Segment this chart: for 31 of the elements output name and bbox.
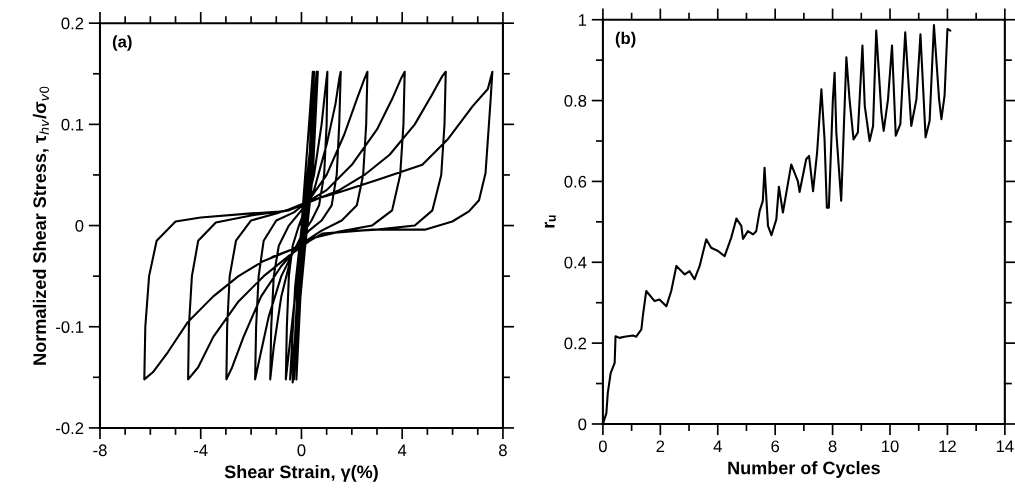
x-tick-label: 12: [939, 440, 956, 453]
y-tick-label: 0.6: [564, 175, 587, 188]
y-tick-label: 0.2: [564, 337, 587, 350]
annotation: (a): [112, 35, 132, 51]
x-tick-label: 0: [297, 444, 306, 457]
y-tick-label: 0.4: [564, 256, 587, 269]
y-tick-label: 1: [578, 14, 587, 26]
x-tick-label: 8: [828, 440, 837, 453]
x-tick-label: 6: [771, 440, 780, 453]
y-axis-title: rᵤ: [544, 215, 556, 228]
y-tick-label: 0.1: [61, 118, 84, 131]
x-tick-label: 10: [882, 440, 899, 453]
y-axis-title: Normalized Shear Stress, τ$_{hv}$/σ$_{v0}$: [32, 86, 50, 365]
x-axis-title: Shear Strain, γ(%): [224, 464, 378, 482]
x-tick-label: 14: [996, 440, 1014, 453]
x-tick-label: -8: [93, 444, 107, 457]
x-tick-label: 8: [499, 444, 507, 457]
annotation: (b): [615, 31, 636, 48]
y-tick-label: 0: [75, 219, 84, 232]
y-tick-label: 0.8: [564, 94, 587, 107]
x-tick-label: 2: [656, 440, 665, 453]
x-tick-label: 4: [397, 444, 407, 456]
y-tick-label: 0: [578, 418, 587, 431]
y-tick-label: -0.2: [56, 422, 84, 435]
y-tick-label: -0.1: [56, 321, 84, 333]
x-tick-label: -4: [194, 444, 208, 456]
y-tick-label: 0.2: [61, 17, 84, 30]
x-tick-label: 0: [598, 440, 607, 453]
x-axis-title: Number of Cycles: [728, 461, 880, 478]
line-series: [143, 70, 494, 384]
x-tick-label: 4: [713, 440, 722, 453]
